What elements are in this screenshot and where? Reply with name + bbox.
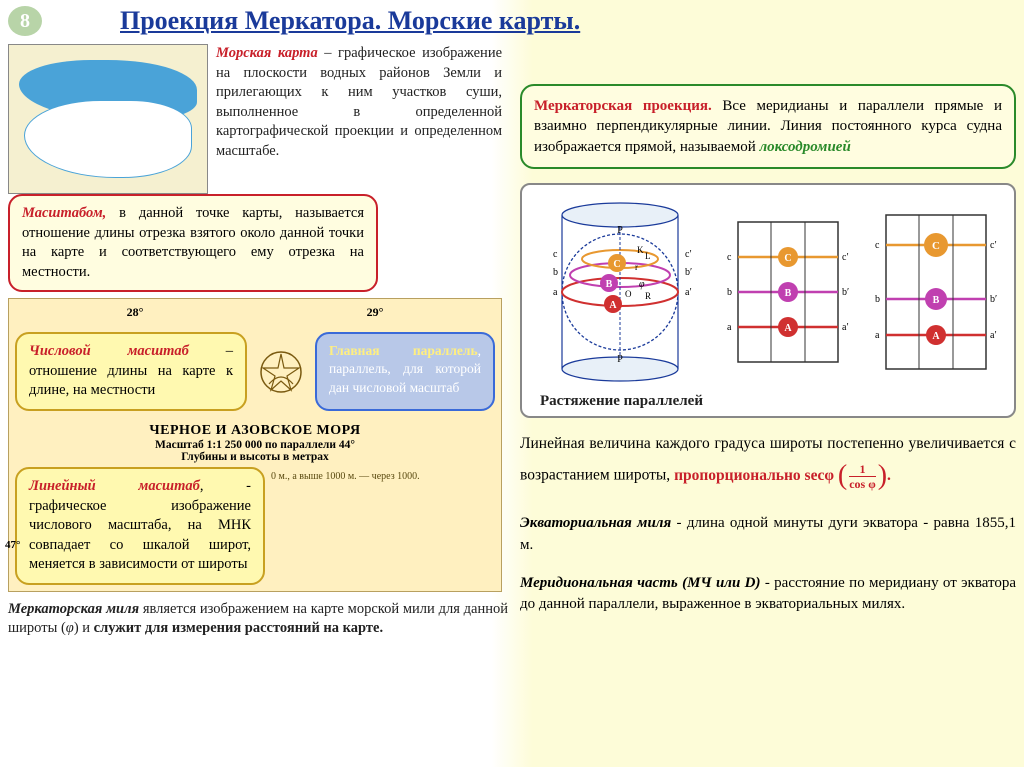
diagram-cylinder-globe: A B C P P O R K r L φ a a′ b b′ c c′ [535, 197, 705, 387]
scale-callout: Масштабом, в данной точке карты, называе… [8, 194, 378, 292]
svg-text:c′: c′ [990, 240, 997, 251]
chart-lat-label: 47° [5, 539, 20, 551]
svg-text:r: r [635, 262, 638, 272]
svg-text:A: A [609, 300, 617, 311]
linear-degree-text: Линейная величина каждого градуса широты… [520, 432, 1016, 497]
svg-text:a: a [875, 330, 880, 341]
svg-text:b′: b′ [990, 294, 997, 305]
main-parallel-heading: Главная параллель [329, 343, 478, 358]
scale-callouts-row: Числовой масштаб – отношение длины на ка… [15, 326, 495, 417]
numeric-scale-heading: Числовой масштаб [29, 343, 189, 359]
chart-note: 0 м., а выше 1000 м. — через 1000. [271, 467, 420, 482]
page-number-badge: 8 [8, 6, 42, 36]
svg-text:B: B [606, 279, 613, 290]
svg-text:a: a [553, 287, 558, 298]
svg-text:P: P [617, 354, 623, 365]
mercator-projection-callout: Меркаторская проекция. Все меридианы и п… [520, 84, 1016, 169]
svg-text:φ: φ [639, 279, 645, 290]
svg-text:a′: a′ [685, 287, 692, 298]
svg-text:B: B [785, 288, 792, 299]
left-column: Морская карта – графическое изображение … [8, 44, 508, 639]
svg-text:A: A [784, 323, 792, 334]
svg-text:C: C [932, 240, 940, 252]
diagram-grid-stretched: C B A a a′ b b′ c c′ [871, 207, 1001, 377]
svg-text:b: b [727, 287, 732, 298]
chart-ticks: 28° 29° [15, 305, 495, 320]
svg-text:a: a [727, 322, 732, 333]
diagram-container: A B C P P O R K r L φ a a′ b b′ c c′ [520, 183, 1016, 418]
svg-text:b′: b′ [842, 287, 849, 298]
svg-text:b: b [875, 294, 880, 305]
diagram-grid-equal: C B A a a′ b b′ c c′ [723, 207, 853, 377]
equatorial-mile-text: Экваториальная миля - длина одной минуты… [520, 513, 1016, 557]
svg-text:O: O [625, 289, 632, 299]
numeric-scale-callout: Числовой масштаб – отношение длины на ка… [15, 332, 247, 411]
chart-sample-scale: Масштаб 1:1 250 000 по параллели 44° [15, 439, 495, 451]
map-thumbnail [8, 44, 208, 194]
svg-text:a′: a′ [842, 322, 849, 333]
linear-scale-callout: Линейный масштаб, - графическое изображе… [15, 467, 265, 585]
svg-text:A: A [932, 331, 940, 342]
svg-text:C: C [784, 253, 791, 264]
svg-text:R: R [645, 291, 651, 301]
svg-text:B: B [933, 295, 940, 306]
slide-title: Проекция Меркатора. Морские карты. [120, 6, 580, 36]
chart-sample: 28° 29° Числовой масштаб – отношение дли… [8, 298, 502, 592]
scale-heading: Масштабом, [22, 205, 106, 221]
mercator-projection-heading: Меркаторская проекция. [534, 98, 712, 114]
linear-scale-heading: Линейный масштаб [29, 478, 200, 494]
svg-text:b′: b′ [685, 267, 692, 278]
svg-text:a′: a′ [990, 330, 997, 341]
svg-text:L: L [645, 251, 651, 261]
nautical-chart-definition: Морская карта – графическое изображение … [216, 44, 502, 161]
diagram-caption: Растяжение параллелей [540, 393, 1006, 410]
svg-text:K: K [637, 245, 644, 255]
svg-text:c′: c′ [685, 249, 692, 260]
svg-text:c: c [727, 252, 732, 263]
main-parallel-callout: Главная параллель, параллель, для которо… [315, 332, 495, 411]
svg-text:c: c [553, 249, 558, 260]
svg-text:b: b [553, 267, 558, 278]
chart-sample-depths: Глубины и высоты в метрах [15, 451, 495, 463]
svg-text:c′: c′ [842, 252, 849, 263]
meridional-part-text: Меридиональная часть (МЧ или D) - рассто… [520, 573, 1016, 617]
mercator-mile-heading: Меркаторская миля [8, 601, 139, 617]
equatorial-mile-heading: Экваториальная миля [520, 515, 671, 531]
chart-emblem [253, 326, 309, 417]
mercator-mile-text: Меркаторская миля является изображением … [8, 600, 508, 639]
loxodrome-term: локсодромией [759, 139, 850, 155]
svg-text:P: P [617, 225, 623, 236]
right-column: Меркаторская проекция. Все меридианы и п… [520, 44, 1016, 616]
chart-sample-title: ЧЕРНОЕ И АЗОВСКОЕ МОРЯ [15, 423, 495, 439]
diagram-row: A B C P P O R K r L φ a a′ b b′ c c′ [530, 197, 1006, 387]
svg-text:C: C [613, 259, 620, 270]
meridional-part-heading: Меридиональная часть (МЧ или D) [520, 575, 761, 591]
svg-text:c: c [875, 240, 880, 251]
nautical-chart-heading: Морская карта [216, 45, 318, 61]
sec-formula: пропорционально secφ ( 1 cos φ ) . [674, 467, 891, 484]
after-map-group: Масштабом, в данной точке карты, называе… [8, 194, 508, 639]
